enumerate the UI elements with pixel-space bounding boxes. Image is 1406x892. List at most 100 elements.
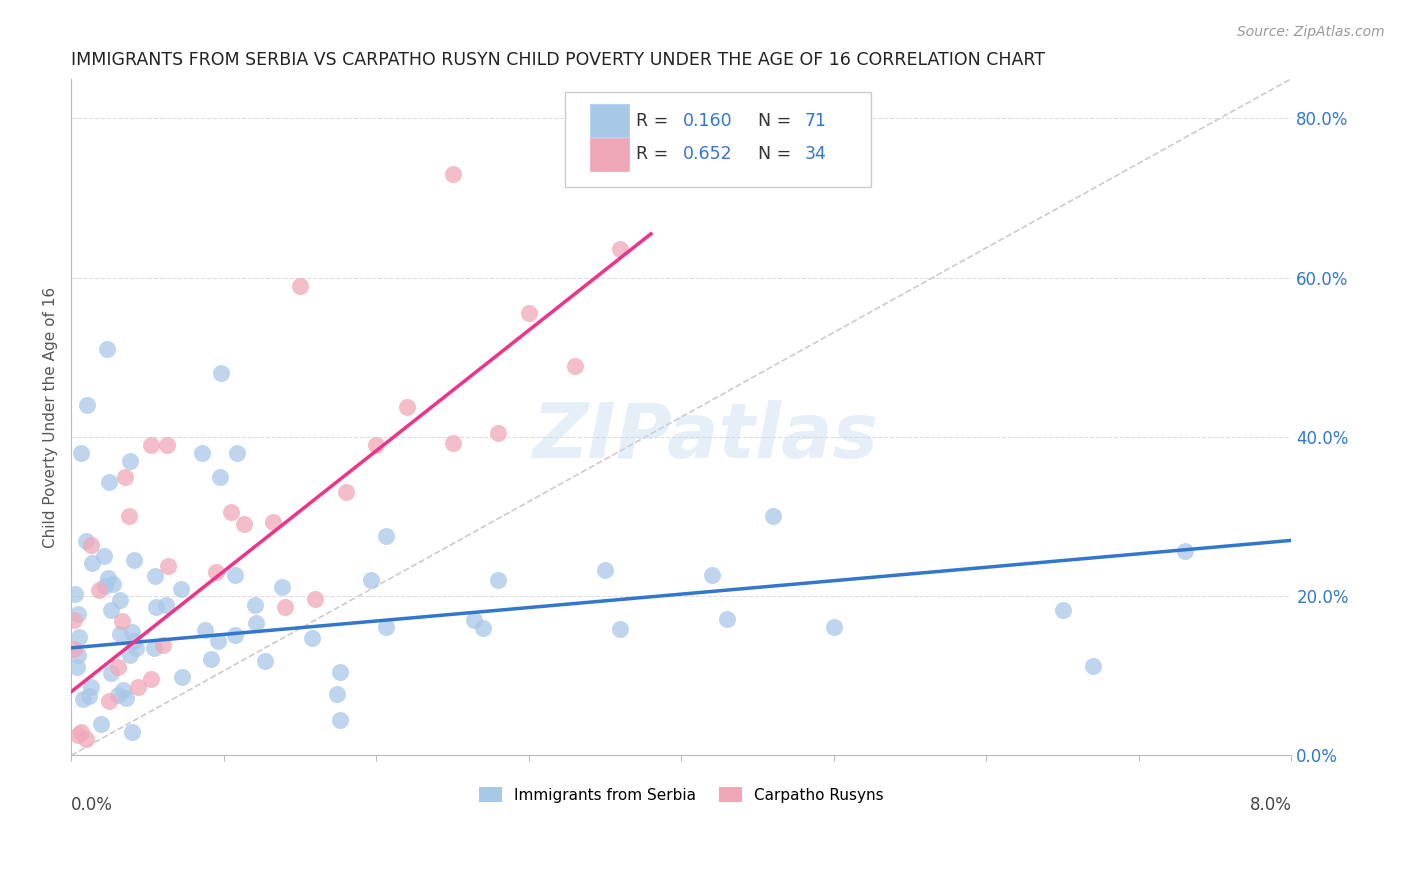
Point — [121, 625, 143, 640]
Point — [191, 446, 214, 460]
Point — [72, 692, 94, 706]
FancyBboxPatch shape — [591, 138, 628, 171]
Point — [115, 691, 138, 706]
Point — [233, 517, 256, 532]
Point — [122, 553, 145, 567]
Point — [486, 426, 509, 441]
Point — [107, 660, 129, 674]
Point — [205, 565, 228, 579]
Point — [145, 599, 167, 614]
Point — [375, 529, 398, 543]
Point — [100, 602, 122, 616]
Point — [121, 725, 143, 739]
Point — [1052, 603, 1074, 617]
Point — [1083, 658, 1105, 673]
Point — [124, 640, 146, 655]
FancyBboxPatch shape — [591, 104, 628, 137]
Text: ZIPatlas: ZIPatlas — [533, 401, 879, 475]
Point — [111, 614, 134, 628]
Point — [67, 630, 90, 644]
Point — [94, 579, 117, 593]
Point — [80, 556, 103, 570]
Point — [152, 638, 174, 652]
Point — [107, 689, 129, 703]
Point — [96, 343, 118, 357]
Point — [395, 401, 418, 415]
Point — [80, 680, 103, 694]
Point — [79, 538, 101, 552]
Point — [762, 509, 785, 524]
Point — [75, 732, 97, 747]
Point — [170, 582, 193, 596]
Point — [224, 628, 246, 642]
Point — [226, 446, 249, 460]
Point — [716, 612, 738, 626]
Point — [463, 613, 485, 627]
Point — [288, 278, 311, 293]
Point — [90, 716, 112, 731]
Point — [209, 366, 232, 380]
Point — [66, 607, 89, 621]
Point — [304, 591, 326, 606]
Point — [274, 599, 297, 614]
Point — [112, 682, 135, 697]
Point — [97, 571, 120, 585]
Point — [207, 633, 229, 648]
Point — [97, 475, 120, 490]
Point — [114, 469, 136, 483]
Text: IMMIGRANTS FROM SERBIA VS CARPATHO RUSYN CHILD POVERTY UNDER THE AGE OF 16 CORRE: IMMIGRANTS FROM SERBIA VS CARPATHO RUSYN… — [72, 51, 1045, 69]
Point — [70, 446, 93, 460]
Point — [65, 587, 87, 601]
Text: 0.0%: 0.0% — [72, 796, 114, 814]
Point — [76, 398, 98, 412]
Point — [517, 306, 540, 320]
Text: 8.0%: 8.0% — [1250, 796, 1292, 814]
Text: R =: R = — [637, 145, 673, 163]
Point — [335, 485, 357, 500]
Point — [609, 622, 631, 636]
Point — [77, 690, 100, 704]
Point — [564, 359, 586, 373]
Point — [194, 623, 217, 637]
Point — [139, 438, 162, 452]
Point — [69, 725, 91, 739]
Point — [67, 727, 90, 741]
Point — [329, 665, 352, 679]
Point — [139, 673, 162, 687]
Point — [326, 687, 349, 701]
Point — [145, 569, 167, 583]
Point — [108, 593, 131, 607]
Point — [89, 582, 111, 597]
Point — [67, 648, 90, 662]
Point — [66, 660, 89, 674]
Point — [472, 621, 495, 635]
Point — [609, 242, 631, 256]
Y-axis label: Child Poverty Under the Age of 16: Child Poverty Under the Age of 16 — [44, 286, 58, 548]
Point — [271, 580, 294, 594]
Point — [63, 642, 86, 657]
Point — [143, 641, 166, 656]
Point — [208, 469, 231, 483]
FancyBboxPatch shape — [565, 92, 870, 186]
Point — [374, 620, 396, 634]
Point — [170, 670, 193, 684]
Text: 0.160: 0.160 — [682, 112, 733, 129]
Text: N =: N = — [758, 112, 797, 129]
Point — [700, 568, 723, 582]
Point — [1174, 543, 1197, 558]
Text: Source: ZipAtlas.com: Source: ZipAtlas.com — [1237, 25, 1385, 39]
Point — [75, 534, 97, 549]
Point — [360, 573, 382, 587]
Point — [100, 666, 122, 681]
Point — [243, 598, 266, 612]
Point — [103, 576, 125, 591]
Point — [117, 509, 139, 524]
Text: R =: R = — [637, 112, 673, 129]
Text: 0.652: 0.652 — [682, 145, 733, 163]
Point — [156, 438, 179, 452]
Point — [224, 567, 246, 582]
Point — [253, 654, 276, 668]
Point — [366, 438, 388, 452]
Point — [156, 559, 179, 574]
Text: 71: 71 — [804, 112, 827, 129]
